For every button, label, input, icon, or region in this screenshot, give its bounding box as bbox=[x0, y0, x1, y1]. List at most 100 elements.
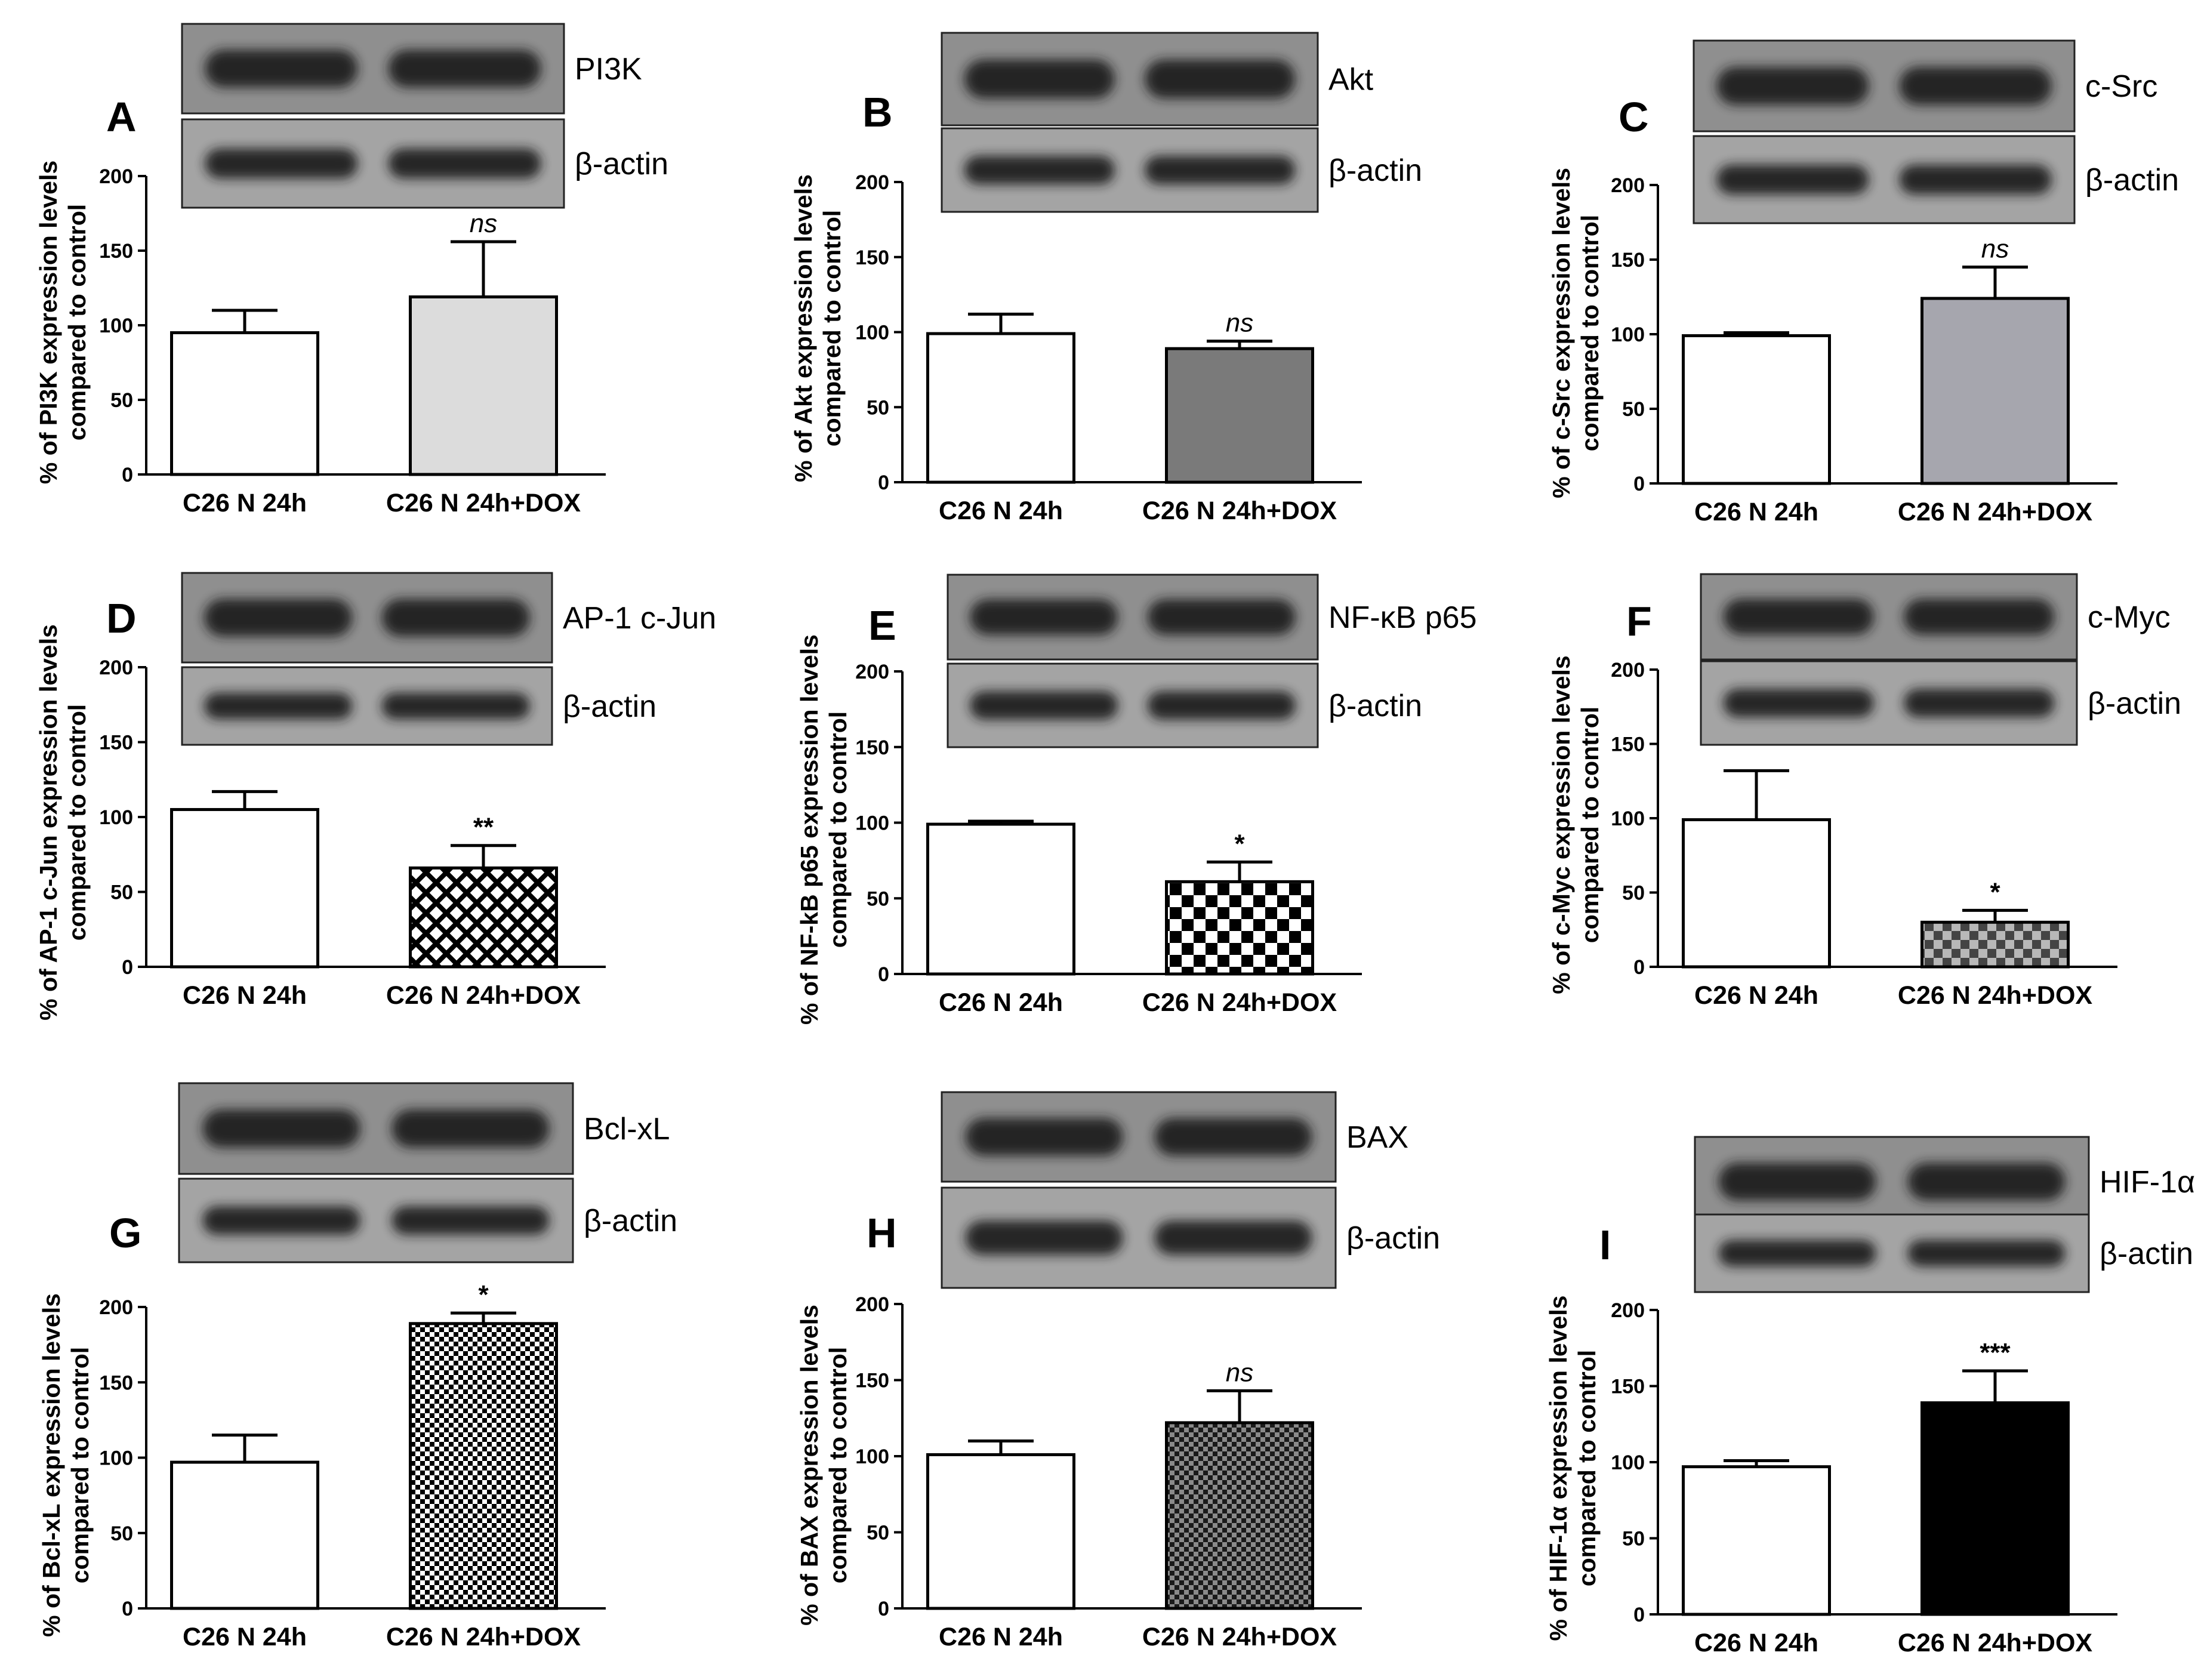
blot-target-label: Akt bbox=[1328, 63, 1374, 97]
blot-band-lane-2 bbox=[391, 1206, 550, 1235]
bar-1 bbox=[170, 331, 319, 476]
y-axis-label-line: % of Bcl-xL expression levels bbox=[38, 1293, 65, 1637]
blot-band-lane-1 bbox=[1723, 689, 1874, 717]
x-category-label: C26 N 24h+DOX bbox=[1898, 981, 2093, 1010]
blot-band-lane-2 bbox=[1907, 1240, 2066, 1267]
y-axis-label-line: compared to control bbox=[1576, 215, 1604, 451]
panel-a: PI3K β-actin A 0 50 100 150 200 % of PI3K expres… bbox=[35, 23, 668, 517]
y-tick-label: 50 bbox=[110, 881, 133, 904]
blot-control-strip: β-actin bbox=[941, 127, 1422, 213]
blot-band-lane-1 bbox=[205, 148, 358, 179]
blot-target-label: c-Myc bbox=[2088, 600, 2171, 635]
y-axis-label-line: compared to control bbox=[63, 204, 91, 440]
blot-target-label: AP-1 c-Jun bbox=[563, 601, 716, 636]
y-tick-label: 100 bbox=[1611, 323, 1645, 346]
blot-control-label: β-actin bbox=[1346, 1221, 1440, 1256]
y-tick-label: 0 bbox=[878, 471, 889, 494]
blot-target-strip: c-Src bbox=[1693, 39, 2157, 132]
y-tick-label: 50 bbox=[867, 1522, 889, 1545]
bar-1 bbox=[1682, 334, 1831, 485]
y-axis-label: % of NF-kB p65 expression levelscompared… bbox=[796, 634, 852, 1025]
blot-band-lane-1 bbox=[965, 1118, 1123, 1156]
bar-1 bbox=[926, 332, 1075, 484]
significance-label: ns bbox=[1226, 309, 1253, 338]
panel-letter: G bbox=[109, 1210, 141, 1256]
bar-1 bbox=[170, 1460, 319, 1610]
y-tick-label: 150 bbox=[99, 732, 133, 754]
y-tick-label: 50 bbox=[1622, 1528, 1645, 1550]
bar-2 bbox=[1920, 297, 2070, 485]
y-tick-label: 150 bbox=[99, 240, 133, 263]
bar-1 bbox=[926, 1453, 1075, 1610]
blot-target-label: HIF-1α bbox=[2100, 1165, 2195, 1200]
x-category-label: C26 N 24h bbox=[939, 1623, 1063, 1651]
x-category-label: C26 N 24h+DOX bbox=[1142, 988, 1337, 1017]
blot-band-lane-2 bbox=[1899, 67, 2052, 105]
blot-band-lane-1 bbox=[1718, 1240, 1876, 1267]
blot-band-lane-2 bbox=[1899, 165, 2052, 195]
bar-2 bbox=[409, 1322, 558, 1610]
y-tick-label: 200 bbox=[1611, 659, 1645, 682]
panel-letter: D bbox=[106, 595, 137, 642]
blot-control-label: β-actin bbox=[1328, 689, 1422, 723]
y-tick-label: 100 bbox=[855, 812, 889, 835]
significance-label: *** bbox=[1980, 1338, 2011, 1367]
blot-band-lane-1 bbox=[970, 599, 1118, 635]
blot-band-lane-2 bbox=[1907, 1163, 2066, 1201]
blot-control-strip: β-actin bbox=[1693, 135, 2179, 224]
y-axis-label: % of BAX expression levelscompared to co… bbox=[796, 1305, 852, 1626]
blot-band-lane-2 bbox=[1154, 1220, 1312, 1255]
panel-f: c-Myc β-actin F 0 50 100 150 200 % of c-Myc expr… bbox=[1547, 573, 2181, 1010]
blot-band-lane-1 bbox=[1716, 67, 1869, 105]
x-category-label: C26 N 24h bbox=[939, 497, 1063, 525]
y-tick-label: 100 bbox=[99, 315, 133, 337]
y-tick-label: 50 bbox=[110, 389, 133, 412]
blot-control-label: β-actin bbox=[584, 1204, 677, 1238]
significance-label: * bbox=[478, 1280, 489, 1309]
panel-letter: A bbox=[106, 94, 137, 140]
x-category-label: C26 N 24h bbox=[1694, 1629, 1818, 1657]
blot-band-lane-1 bbox=[202, 1109, 360, 1148]
blot-target-strip: Bcl-xL bbox=[178, 1082, 670, 1175]
y-tick-label: 50 bbox=[1622, 882, 1645, 905]
x-category-label: C26 N 24h bbox=[183, 981, 307, 1010]
panel-b: Akt β-actin B 0 50 100 150 200 % of Akt expressi… bbox=[790, 32, 1422, 525]
blot-band-lane-1 bbox=[964, 156, 1115, 184]
y-axis-label: % of Akt expression levelscompared to co… bbox=[790, 174, 846, 482]
significance-label: ns bbox=[470, 209, 497, 238]
x-category-label: C26 N 24h bbox=[183, 1623, 307, 1651]
blot-target-label: PI3K bbox=[575, 52, 642, 87]
blot-control-strip: β-actin bbox=[181, 118, 668, 209]
blot-control-strip: β-actin bbox=[947, 662, 1422, 748]
blot-band-lane-2 bbox=[388, 148, 541, 179]
blot-control-label: β-actin bbox=[575, 147, 668, 181]
blot-target-strip: PI3K bbox=[181, 23, 642, 115]
y-tick-label: 0 bbox=[878, 1598, 889, 1620]
y-tick-label: 0 bbox=[1633, 473, 1645, 495]
y-tick-label: 150 bbox=[1611, 733, 1645, 756]
y-tick-label: 50 bbox=[110, 1522, 133, 1545]
blot-target-strip: HIF-1α bbox=[1694, 1136, 2195, 1228]
blot-band-lane-1 bbox=[965, 1220, 1123, 1255]
x-category-label: C26 N 24h bbox=[1694, 981, 1818, 1010]
bar-2 bbox=[1920, 920, 2070, 969]
blot-band-lane-2 bbox=[381, 692, 530, 720]
blot-target-strip: c-Myc bbox=[1700, 573, 2171, 661]
blot-control-strip: β-actin bbox=[178, 1177, 677, 1263]
blot-control-strip: β-actin bbox=[1700, 660, 2181, 746]
blot-band-lane-1 bbox=[964, 59, 1115, 99]
y-tick-label: 100 bbox=[99, 1447, 133, 1470]
y-tick-label: 0 bbox=[122, 956, 133, 979]
y-tick-label: 50 bbox=[867, 396, 889, 419]
y-tick-label: 0 bbox=[1633, 1604, 1645, 1626]
y-tick-label: 200 bbox=[855, 1293, 889, 1316]
y-tick-label: 150 bbox=[99, 1371, 133, 1394]
x-category-label: C26 N 24h+DOX bbox=[386, 489, 581, 517]
blot-control-label: β-actin bbox=[2085, 163, 2179, 198]
y-axis-label-line: % of c-Myc expression levels bbox=[1547, 655, 1575, 994]
bar-2 bbox=[1920, 1401, 2070, 1616]
y-tick-label: 200 bbox=[855, 171, 889, 194]
